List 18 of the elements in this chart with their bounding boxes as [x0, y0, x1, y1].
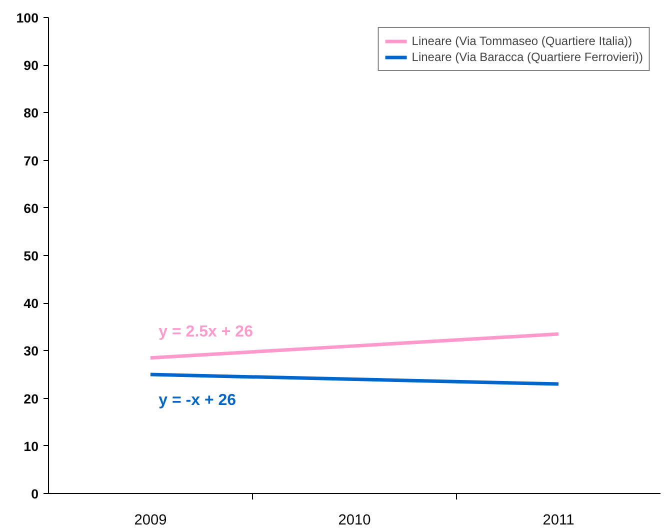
y-tick-label: 30 [24, 344, 39, 359]
annotation: y = -x + 26 [158, 392, 236, 409]
y-tick-label: 50 [24, 248, 39, 264]
y-tick-label: 60 [24, 200, 39, 216]
y-tick-label: 10 [24, 438, 39, 454]
y-tick-label: 20 [24, 391, 39, 406]
x-tick-label: 2011 [542, 512, 574, 528]
y-tick-label: 90 [24, 58, 39, 74]
x-tick-label: 2009 [134, 512, 167, 528]
y-tick-label: 40 [24, 296, 39, 312]
annotation: y = 2.5x + 26 [158, 323, 254, 340]
y-tick-label: 70 [24, 153, 39, 168]
y-tick-label: 0 [31, 486, 39, 502]
y-tick-label: 80 [24, 106, 39, 121]
legend-label: Lineare (Via Baracca (Quartiere Ferrovieri)) [412, 50, 643, 64]
x-tick-label: 2010 [338, 512, 371, 528]
legend-label: Lineare (Via Tommaseo (Quartiere Italia)) [412, 34, 632, 48]
y-tick-label: 100 [16, 10, 39, 26]
